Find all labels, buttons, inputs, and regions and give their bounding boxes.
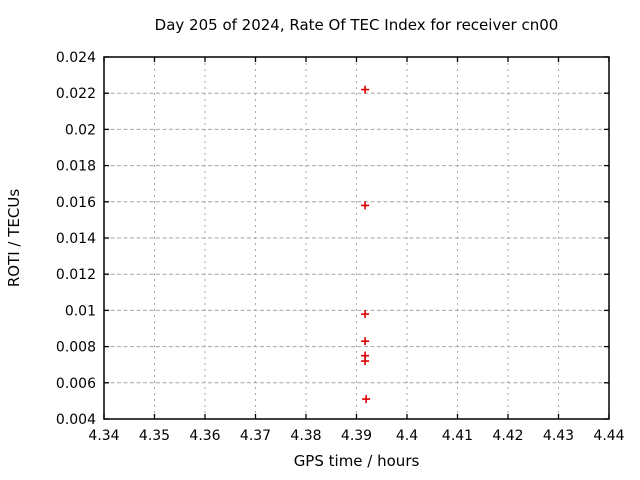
y-tick-label: 0.022 (56, 86, 96, 102)
data-point-marker (361, 85, 370, 94)
x-tick-label: 4.38 (290, 428, 321, 444)
x-tick-label: 4.4 (396, 428, 418, 444)
y-tick-label: 0.014 (56, 231, 96, 247)
y-tick-label: 0.02 (65, 122, 96, 138)
chart-title: Day 205 of 2024, Rate Of TEC Index for r… (154, 16, 559, 34)
y-tick-label: 0.018 (56, 159, 96, 175)
y-tick-label: 0.024 (56, 50, 96, 66)
y-tick-label: 0.006 (56, 376, 96, 392)
x-tick-label: 4.44 (593, 428, 624, 444)
x-tick-label: 4.35 (139, 428, 170, 444)
y-tick-label: 0.01 (65, 303, 96, 319)
x-tick-label: 4.37 (240, 428, 271, 444)
y-tick-label: 0.012 (56, 267, 96, 283)
y-tick-label: 0.008 (56, 340, 96, 356)
data-point-marker (361, 337, 370, 346)
x-tick-label: 4.42 (492, 428, 523, 444)
y-tick-label: 0.016 (56, 195, 96, 211)
data-point-marker (361, 201, 370, 210)
x-tick-label: 4.39 (341, 428, 372, 444)
plot-border (103, 56, 610, 420)
x-tick-label: 4.41 (442, 428, 473, 444)
x-tick-label: 4.36 (189, 428, 220, 444)
data-point-marker (362, 395, 371, 404)
x-axis-label: GPS time / hours (293, 452, 420, 470)
data-point-marker (361, 357, 370, 366)
x-tick-label: 4.34 (88, 428, 119, 444)
data-point-marker (361, 310, 370, 319)
x-tick-label: 4.43 (543, 428, 574, 444)
y-tick-label: 0.004 (56, 412, 96, 428)
